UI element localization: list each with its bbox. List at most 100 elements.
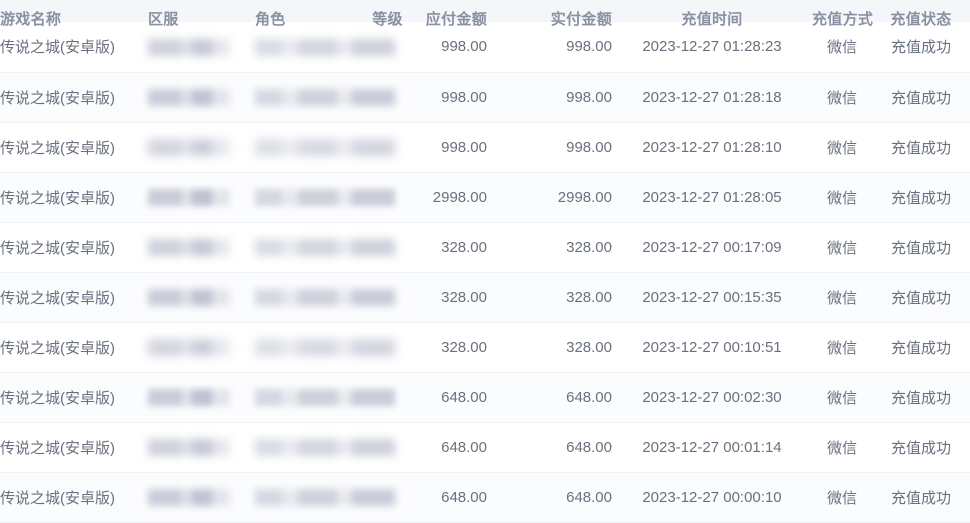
column-header-level[interactable]: 等级 [372,11,403,28]
cell-recharge-status: 充值成功 [872,472,970,523]
cell-due-amount: 998.00 [415,122,487,173]
redacted-block-server [148,188,230,206]
cell-game: 传说之城(安卓版) [0,422,148,473]
cell-due-amount: 2998.00 [415,172,487,223]
cell-recharge-time: 2023-12-27 01:28:23 [612,22,812,73]
cell-paid-amount: 648.00 [487,372,612,423]
cell-recharge-status: 充值成功 [872,422,970,473]
cell-level [360,472,415,523]
cell-due-amount: 998.00 [415,72,487,123]
cell-level [360,222,415,273]
cell-due-amount: 328.00 [415,222,487,273]
redacted-block-server [148,288,230,306]
table-row[interactable]: 传说之城(安卓版) 2998.00 2998.00 2023-12-27 01:… [0,172,970,223]
cell-recharge-time: 2023-12-27 01:28:05 [612,172,812,223]
cell-due-amount: 328.00 [415,322,487,373]
column-header-paid-amount[interactable]: 实付金额 [550,11,612,28]
redacted-block-server [148,238,230,256]
table-row[interactable]: 传说之城(安卓版) 328.00 328.00 2023-12-27 00:15… [0,272,970,323]
cell-server-redacted [148,172,255,223]
cell-recharge-status: 充值成功 [872,22,970,73]
cell-due-amount: 648.00 [415,372,487,423]
cell-server-redacted [148,272,255,323]
cell-role-redacted [255,172,395,223]
cell-game-text: 传说之城(安卓版) [0,489,115,507]
cell-recharge-method: 微信 [812,22,872,73]
cell-role-redacted [255,222,395,273]
cell-recharge-status: 充值成功 [872,222,970,273]
cell-role-redacted [255,122,395,173]
redacted-block-server [148,338,230,356]
cell-recharge-status: 充值成功 [872,372,970,423]
cell-recharge-time: 2023-12-27 00:02:30 [612,372,812,423]
cell-due-amount: 648.00 [415,472,487,523]
cell-game: 传说之城(安卓版) [0,122,148,173]
redacted-block-server [148,38,230,56]
cell-recharge-method: 微信 [812,372,872,423]
table-body: 传说之城(安卓版) 998.00 998.00 2023-12-27 01:28… [0,22,970,523]
cell-level [360,72,415,123]
cell-role-redacted [255,322,395,373]
table-row[interactable]: 传说之城(安卓版) 648.00 648.00 2023-12-27 00:02… [0,372,970,423]
cell-role-redacted [255,272,395,323]
cell-paid-amount: 328.00 [487,272,612,323]
cell-game: 传说之城(安卓版) [0,372,148,423]
table-row[interactable]: 传说之城(安卓版) 998.00 998.00 2023-12-27 01:28… [0,22,970,73]
column-header-recharge-time[interactable]: 充值时间 [681,11,743,28]
cell-paid-amount: 648.00 [487,472,612,523]
cell-server-redacted [148,72,255,123]
cell-recharge-status: 充值成功 [872,72,970,123]
cell-paid-amount: 328.00 [487,322,612,373]
cell-server-redacted [148,422,255,473]
table-row[interactable]: 传说之城(安卓版) 648.00 648.00 2023-12-27 00:00… [0,472,970,523]
table-row[interactable]: 传说之城(安卓版) 328.00 328.00 2023-12-27 00:10… [0,322,970,373]
cell-level [360,22,415,73]
cell-level [360,372,415,423]
column-header-server[interactable]: 区服 [148,11,179,28]
cell-game: 传说之城(安卓版) [0,22,148,73]
cell-role-redacted [255,22,395,73]
cell-recharge-time: 2023-12-27 01:28:18 [612,72,812,123]
column-header-game[interactable]: 游戏名称 [0,11,62,28]
cell-recharge-method: 微信 [812,422,872,473]
cell-level [360,322,415,373]
cell-server-redacted [148,122,255,173]
cell-game: 传说之城(安卓版) [0,172,148,223]
column-header-role[interactable]: 角色 [255,11,286,28]
cell-server-redacted [148,22,255,73]
cell-game: 传说之城(安卓版) [0,72,148,123]
table-row[interactable]: 传说之城(安卓版) 648.00 648.00 2023-12-27 00:01… [0,422,970,473]
cell-due-amount: 648.00 [415,422,487,473]
table-row[interactable]: 传说之城(安卓版) 998.00 998.00 2023-12-27 01:28… [0,122,970,173]
cell-recharge-time: 2023-12-27 00:17:09 [612,222,812,273]
cell-server-redacted [148,222,255,273]
cell-game: 传说之城(安卓版) [0,222,148,273]
column-header-recharge-status[interactable]: 充值状态 [890,11,952,28]
table-row[interactable]: 传说之城(安卓版) 328.00 328.00 2023-12-27 00:17… [0,222,970,273]
column-header-due-amount[interactable]: 应付金额 [425,11,487,28]
cell-level [360,122,415,173]
cell-recharge-status: 充值成功 [872,322,970,373]
cell-due-amount: 998.00 [415,22,487,73]
cell-recharge-method: 微信 [812,172,872,223]
cell-recharge-method: 微信 [812,122,872,173]
cell-recharge-time: 2023-12-27 00:01:14 [612,422,812,473]
cell-role-redacted [255,372,395,423]
cell-server-redacted [148,322,255,373]
cell-server-redacted [148,472,255,523]
cell-recharge-status: 充值成功 [872,272,970,323]
redacted-block-server [148,138,230,156]
column-header-recharge-method[interactable]: 充值方式 [812,11,874,28]
redacted-block-server [148,438,230,456]
table-row[interactable]: 传说之城(安卓版) 998.00 998.00 2023-12-27 01:28… [0,72,970,123]
cell-game: 传说之城(安卓版) [0,272,148,323]
cell-due-amount: 328.00 [415,272,487,323]
cell-server-redacted [148,372,255,423]
redacted-block-server [148,388,230,406]
cell-recharge-status: 充值成功 [872,172,970,223]
cell-role-redacted [255,422,395,473]
cell-role-redacted [255,472,395,523]
cell-recharge-time: 2023-12-27 01:28:10 [612,122,812,173]
table-header-row: 游戏名称 区服 角色 等级 应付金额 实付金额 充值时间 充值方式 充值状态 [0,0,970,28]
